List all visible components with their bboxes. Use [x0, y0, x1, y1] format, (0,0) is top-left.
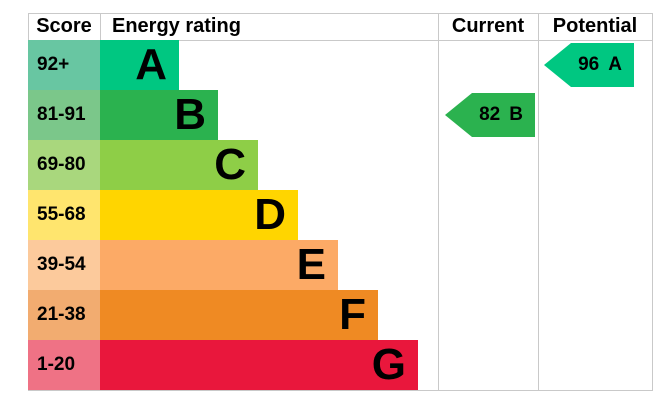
score-range: 92+ [28, 40, 100, 90]
band-row-d: 55-68 D [28, 190, 418, 240]
band-letter: A [135, 40, 167, 89]
score-column-right-border [100, 13, 101, 40]
score-range: 55-68 [28, 190, 100, 240]
band-bar: B [100, 90, 218, 140]
score-range: 69-80 [28, 140, 100, 190]
score-range: 1-20 [28, 340, 100, 390]
band-bar: G [100, 340, 418, 390]
current-column-header: Current [451, 15, 525, 37]
band-letter: D [254, 190, 286, 239]
band-bar: A [100, 40, 179, 90]
band-row-e: 39-54 E [28, 240, 418, 290]
band-letter: G [371, 340, 406, 389]
band-row-f: 21-38 F [28, 290, 418, 340]
table-bottom-border [28, 390, 653, 391]
score-column-left-border [28, 13, 29, 40]
band-row-g: 1-20 G [28, 340, 418, 390]
band-letter: F [339, 290, 366, 339]
band-letter: E [296, 240, 326, 289]
current-score: 82 [479, 104, 501, 125]
band-letter: C [214, 140, 246, 189]
score-column-header: Score [36, 15, 92, 37]
table-top-border [28, 13, 653, 14]
potential-column-right-border [652, 13, 653, 391]
potential-letter: A [608, 54, 622, 75]
current-letter: B [509, 104, 523, 125]
band-bar: D [100, 190, 298, 240]
band-row-b: 81-91 B [28, 90, 418, 140]
potential-score: 96 [578, 54, 600, 75]
band-rows: 92+ A 81-91 B 69-80 C 55-68 D 39-54 E 21… [28, 40, 418, 390]
energy-rating-column-header: Energy rating [112, 15, 241, 37]
potential-column-header: Potential [552, 15, 638, 37]
band-bar: C [100, 140, 258, 190]
band-bar: F [100, 290, 378, 340]
score-range: 81-91 [28, 90, 100, 140]
current-rating-arrow: 82 B [445, 93, 535, 137]
band-row-a: 92+ A [28, 40, 418, 90]
header-bottom-border [28, 40, 653, 41]
band-letter: B [174, 90, 206, 139]
band-bar: E [100, 240, 338, 290]
score-range: 39-54 [28, 240, 100, 290]
score-range: 21-38 [28, 290, 100, 340]
potential-column-left-border [538, 13, 539, 391]
current-column-left-border [438, 13, 439, 391]
potential-rating-arrow: 96 A [544, 43, 634, 87]
band-row-c: 69-80 C [28, 140, 418, 190]
